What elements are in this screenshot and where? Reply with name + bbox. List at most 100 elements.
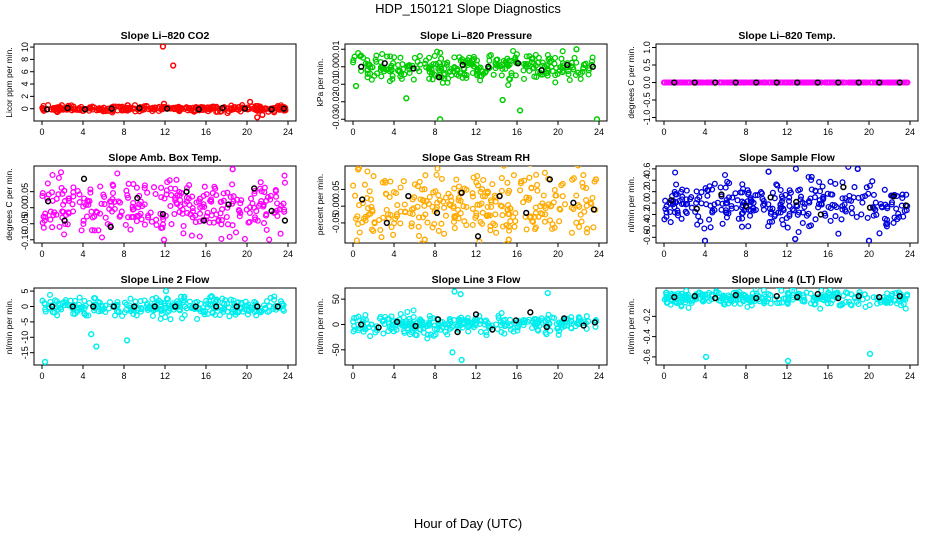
data-point [688,194,695,201]
outlier-point [354,166,362,173]
data-point [589,194,596,201]
data-point [131,102,139,109]
data-point [442,328,449,335]
data-point [387,53,394,60]
data-point [717,184,724,191]
data-point [693,188,700,195]
mean-point [254,303,261,310]
data-point [47,216,54,223]
data-point [267,294,274,301]
data-point [443,61,450,68]
y-axis-label: percent per min. [315,174,325,235]
data-point [218,217,225,224]
mean-point [159,210,167,218]
data-point [667,219,674,226]
data-point [795,187,802,194]
data-point [704,79,712,86]
data-point [263,226,270,233]
y-tick-label: 1.0 [642,41,652,54]
data-point [415,214,423,221]
mean-point [514,60,522,67]
data-point [435,192,442,199]
chart-title: Slope Li–820 CO2 [121,30,210,42]
data-point [192,212,199,219]
data-point [350,328,357,335]
data-point [822,294,829,302]
data-point [237,200,244,207]
data-point [848,204,855,211]
data-point [239,308,247,315]
data-point [451,54,458,61]
data-point [546,59,553,66]
mean-point [219,104,226,112]
outlier-point [259,111,266,118]
data-point [824,294,831,302]
outlier-point [170,62,177,69]
data-point [46,304,53,311]
x-tick-label: 0 [350,127,355,137]
x-tick-label: 0 [39,127,44,137]
data-point [124,194,132,201]
data-point [351,53,358,60]
data-point [490,71,497,78]
data-point [411,54,418,61]
data-point [719,293,726,300]
y-axis-label: nl/min per min. [626,177,636,233]
data-point [257,179,264,186]
outlier-point [246,98,254,106]
data-point [498,175,505,182]
data-point [184,209,191,216]
data-point [492,198,499,205]
data-point [125,180,132,187]
data-point [415,232,423,239]
mean-point [527,309,534,316]
x-tick-label: 24 [905,249,915,259]
data-point [786,202,793,210]
data-point [479,193,486,200]
data-point [436,63,443,70]
data-point [507,218,514,225]
data-point [192,219,199,226]
data-point [260,302,268,309]
data-point [581,61,588,68]
outlier-point [93,343,100,350]
data-point [417,317,424,324]
data-point [460,65,467,72]
data-point [57,169,65,176]
mean-point [793,198,800,206]
mean-point [876,79,883,86]
data-point [461,185,468,192]
data-point [256,103,264,110]
data-point [380,330,387,337]
data-point [556,218,563,225]
data-point [707,202,714,209]
data-point [137,210,144,217]
data-point [442,212,450,219]
data-point [869,79,876,86]
x-tick-label: 12 [471,249,481,259]
data-point [176,307,183,314]
data-point [827,178,834,185]
data-point [507,326,514,333]
data-point [367,210,374,217]
data-point [57,103,64,111]
mean-point [151,303,158,310]
data-point [852,79,859,86]
data-point [879,79,886,86]
data-point [673,181,680,188]
data-point [506,75,513,82]
data-points [660,79,911,86]
data-point [389,60,397,67]
data-point [426,312,433,320]
outlier-point [421,236,428,243]
data-point [572,71,579,79]
data-point [465,328,472,335]
outlier-point [449,349,456,356]
data-point [739,202,746,209]
data-point [784,224,791,231]
data-point [711,180,718,187]
data-point [220,197,227,204]
data-point [864,214,871,221]
data-point [557,206,564,213]
data-point [194,315,201,323]
